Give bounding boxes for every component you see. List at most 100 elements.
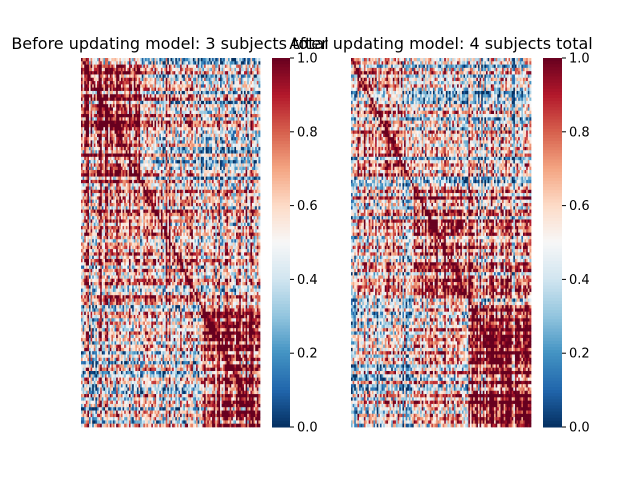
heatmap-cell (99, 190, 103, 194)
heatmap-cell (258, 94, 260, 98)
heatmap-cell (97, 104, 109, 108)
heatmap-cell (105, 154, 112, 158)
heatmap-cell (258, 173, 260, 177)
heatmap-cell (105, 111, 110, 115)
heatmap-cell (139, 180, 146, 184)
heatmap-cell (83, 61, 87, 65)
heatmap-cell (116, 84, 120, 88)
heatmap-cell (258, 154, 260, 158)
heatmap-cell (116, 210, 121, 214)
heatmap-cell (182, 91, 186, 95)
heatmap-cell (121, 121, 126, 125)
heatmap-cell (105, 117, 109, 121)
heatmap-cell (124, 154, 132, 158)
heatmap-cell (113, 154, 117, 158)
heatmap-cell (258, 104, 260, 108)
heatmap-cell (99, 107, 103, 111)
heatmap-cell (188, 124, 192, 128)
heatmap-cell (241, 121, 245, 125)
heatmap-cell (99, 114, 104, 118)
heatmap-cell (86, 98, 90, 102)
heatmap-cell (99, 101, 104, 105)
heatmap-cell (84, 71, 89, 75)
heatmap-cell (99, 68, 103, 72)
heatmap-cell (177, 210, 181, 214)
heatmap-cell (129, 180, 133, 184)
heatmap-cell (172, 98, 176, 102)
heatmap-cell (258, 61, 260, 65)
heatmap-cell (115, 127, 122, 131)
heatmap-cell (137, 84, 141, 88)
heatmap-cell (116, 74, 120, 78)
heatmap-cell (86, 117, 90, 121)
heatmap-cell (190, 173, 194, 177)
heatmap-cell (99, 137, 103, 141)
heatmap-cell (258, 144, 260, 148)
heatmap-cell (258, 71, 260, 75)
heatmap-cell (99, 154, 103, 158)
heatmap-cell (103, 94, 108, 98)
heatmap-cell (258, 167, 260, 171)
heatmap-cell (123, 144, 127, 148)
heatmap-cell (258, 98, 260, 102)
heatmap-cell (258, 137, 260, 141)
heatmap-cell (84, 144, 89, 148)
heatmap-cell (84, 65, 89, 69)
heatmap-cell (99, 144, 103, 148)
heatmap-cell (91, 124, 95, 128)
heatmap-cell (84, 94, 89, 98)
heatmap-cell (258, 170, 260, 174)
heatmap-cell (105, 71, 109, 75)
heatmap-cell (110, 140, 114, 144)
heatmap-cell (137, 68, 141, 72)
heatmap-cell (258, 163, 260, 167)
heatmap-cell (110, 173, 114, 177)
heatmap-panel-before: Before updating model: 3 subjects total … (11, 34, 328, 436)
heatmap-cell (129, 170, 133, 174)
heatmap-cell (258, 91, 260, 95)
heatmap-cell (258, 121, 260, 125)
heatmap-cell (145, 200, 149, 204)
heatmap-cell (258, 81, 260, 85)
heatmap-cell (129, 88, 133, 92)
heatmap-cell (258, 186, 260, 190)
heatmap-cell (258, 74, 260, 78)
heatmap-cell (110, 107, 114, 111)
heatmap-cell (116, 134, 124, 138)
heatmap-cell (254, 74, 258, 78)
heatmap-cell (89, 137, 93, 141)
heatmap-cell (258, 200, 260, 204)
heatmap-cell (134, 94, 138, 98)
heatmap-cell (99, 210, 103, 214)
heatmap-cell (220, 61, 224, 65)
heatmap-cell (97, 170, 101, 174)
heatmap-cell (97, 91, 101, 95)
heatmap-cell (258, 68, 260, 72)
heatmap-cell (258, 140, 260, 144)
heatmap-cell (116, 170, 121, 174)
heatmap-cell (116, 121, 120, 125)
heatmap-cell (190, 88, 194, 92)
heatmap-cell (97, 140, 101, 144)
heatmap-cell (126, 114, 133, 118)
heatmap-cell (258, 203, 260, 207)
heatmap-cell (172, 210, 176, 214)
heatmap-cell (118, 154, 123, 158)
heatmap-cell (258, 127, 260, 131)
heatmap-cell (258, 193, 260, 197)
heatmap-cell (135, 124, 140, 128)
heatmap-cell (143, 190, 147, 194)
heatmap-cell (201, 74, 205, 78)
heatmap-cell (225, 98, 229, 102)
heatmap-cell (201, 101, 205, 105)
heatmap-cell (217, 190, 221, 194)
heatmap-cells-before (81, 58, 260, 427)
heatmap-cell (94, 71, 98, 75)
heatmap-cell (94, 88, 104, 92)
heatmap-cell (99, 65, 103, 69)
heatmap-cell (116, 65, 123, 69)
heatmap-cell (113, 180, 120, 184)
heatmap-cell (258, 177, 260, 181)
heatmap-cell (182, 157, 186, 161)
heatmap-cell (258, 196, 260, 200)
